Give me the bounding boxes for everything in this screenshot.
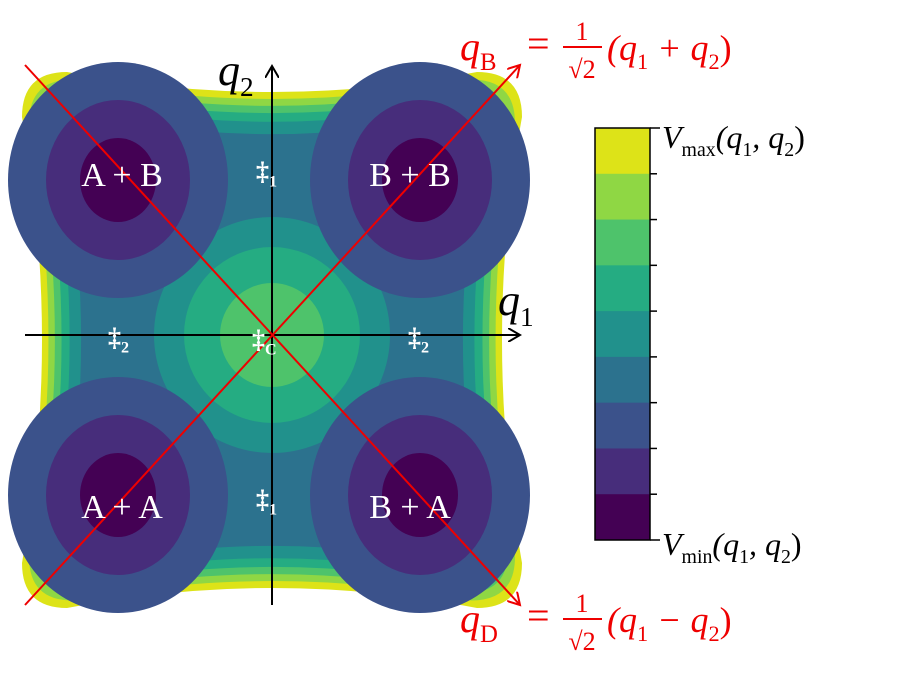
equals-sign: =	[527, 593, 550, 638]
axis-label: q1	[498, 276, 534, 332]
colorbar-min-label-part: 2	[781, 546, 791, 568]
fraction-denominator: √2	[568, 627, 595, 656]
coordinate-name-part: B	[480, 49, 497, 76]
coordinate-name-part: q	[460, 24, 480, 69]
coordinate-expression-part: )	[720, 28, 732, 68]
saddle-label-part: 1	[269, 174, 277, 191]
colorbar-frame	[594, 127, 651, 541]
colorbar-min-label-part: min	[682, 546, 713, 568]
axis-label-part: q	[498, 276, 520, 325]
minimum-label: A + B	[81, 157, 163, 194]
axis-label: q2	[218, 46, 254, 102]
saddle-label-part: 2	[421, 340, 429, 357]
colorbar-max-label-part: (q	[716, 119, 743, 155]
colorbar-max-label-part: 1	[742, 139, 752, 161]
saddle-label: ‡1	[256, 157, 277, 191]
axis-label-part: q	[218, 46, 240, 95]
coordinate-expression-part: + q	[648, 28, 708, 68]
fraction-denominator: √2	[568, 55, 595, 84]
colorbar-level	[595, 494, 650, 541]
saddle-label: ‡1	[256, 485, 277, 519]
saddle-label-part: ‡	[408, 323, 421, 352]
axis-label-part: 2	[240, 72, 254, 102]
coordinate-expression-part: 1	[637, 621, 648, 646]
axis-label-part: 1	[520, 302, 534, 332]
coordinate-expression-part: 1	[637, 49, 648, 74]
coordinate-expression: (q1 + q2)	[607, 28, 732, 74]
coordinate-expression-part: (q	[607, 600, 637, 640]
qb-axis	[24, 65, 520, 606]
colorbar-max-label-part: V	[662, 119, 685, 155]
colorbar-level	[595, 311, 650, 358]
colorbar-min-label-part: V	[662, 526, 685, 562]
saddle-label-part: 1	[269, 502, 277, 519]
colorbar-level	[595, 356, 650, 404]
saddle-label-part: ‡	[108, 323, 121, 352]
colorbar-min-label-part: , q	[749, 526, 781, 562]
saddle-label: ‡2	[408, 323, 429, 357]
fraction-numerator: 1	[576, 17, 589, 46]
saddle-label: ‡2	[108, 323, 129, 357]
saddle-label-part: ‡	[256, 485, 269, 514]
colorbar-min-label-part: 1	[739, 546, 749, 568]
coordinate-expression-part: (q	[607, 28, 637, 68]
contour-level	[382, 138, 458, 222]
minimum-label: A + A	[81, 489, 163, 526]
colorbar-min-label: Vmin(q1, q2)	[662, 526, 802, 568]
colorbar-level	[595, 128, 650, 175]
colorbar	[594, 127, 660, 541]
coordinate-name-part: q	[460, 596, 480, 641]
minimum-label: B + A	[369, 489, 451, 526]
saddle-label-part: C	[265, 342, 277, 359]
colorbar-level	[595, 219, 650, 266]
colorbar-level	[595, 265, 650, 312]
saddle-label-part: ‡	[252, 325, 265, 354]
colorbar-level	[595, 173, 650, 221]
coordinate-expression-part: 2	[708, 621, 719, 646]
contour-level	[80, 138, 156, 222]
colorbar-max-label: Vmax(q1, q2)	[662, 119, 805, 161]
coordinate-expression-part: − q	[648, 600, 708, 640]
colorbar-max-label-part: )	[794, 119, 805, 155]
colorbar-min-label-part: (q	[712, 526, 739, 562]
contour-level	[80, 453, 156, 537]
colorbar-level	[595, 402, 650, 449]
colorbar-min-label-part: )	[791, 526, 802, 562]
equals-sign: =	[527, 21, 550, 66]
coordinate-expression-part: 2	[708, 49, 719, 74]
coordinate-expression-part: )	[720, 600, 732, 640]
saddle-label-part: 2	[121, 340, 129, 357]
colorbar-max-label-part: 2	[784, 139, 794, 161]
coordinate-name: qD	[460, 596, 498, 648]
colorbar-max-label-part: max	[682, 139, 716, 161]
coordinate-name-part: D	[480, 621, 498, 648]
coordinate-name: qB	[460, 24, 497, 76]
colorbar-max-label-part: , q	[752, 119, 784, 155]
minimum-label: B + B	[369, 157, 451, 194]
colorbar-level	[595, 448, 650, 495]
coordinate-expression: (q1 − q2)	[607, 600, 732, 646]
saddle-label-part: ‡	[256, 157, 269, 186]
fraction-numerator: 1	[576, 589, 589, 618]
saddle-label: ‡C	[252, 325, 277, 359]
